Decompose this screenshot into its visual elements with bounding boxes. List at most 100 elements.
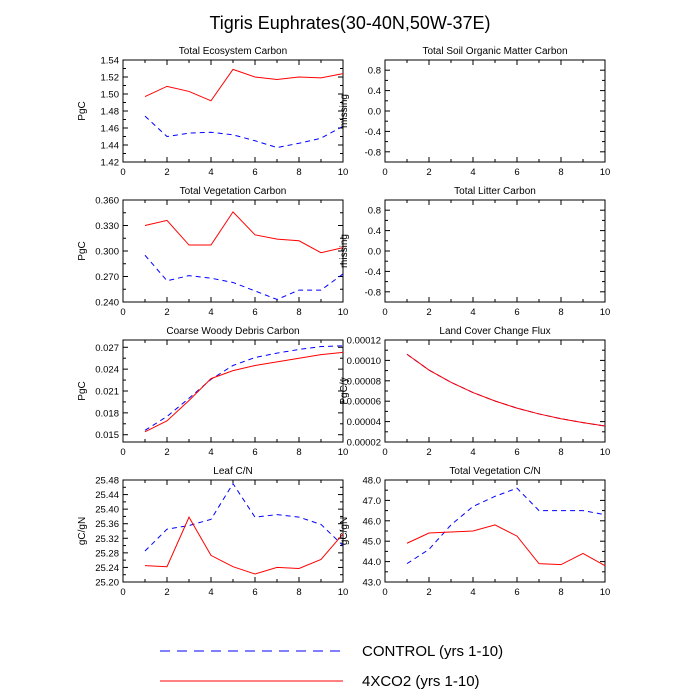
total-litter-carbon-xtick-label: 4 bbox=[470, 307, 475, 318]
total-litter-carbon-xtick-label: 10 bbox=[600, 307, 611, 318]
total-litter-carbon-xtick-label: 8 bbox=[558, 307, 563, 318]
total-ecosystem-carbon-xtick-label: 10 bbox=[338, 167, 349, 178]
leaf-c-n-series-4xco2-yrs-1-10 bbox=[144, 516, 344, 575]
coarse-woody-debris-carbon-ytick-label: 0.027 bbox=[95, 343, 119, 354]
leaf-c-n-xtick-label: 8 bbox=[296, 587, 301, 598]
total-vegetation-carbon-ytick-label: 0.360 bbox=[95, 196, 119, 207]
leaf-c-n-ytick-label: 25.28 bbox=[95, 548, 119, 559]
total-ecosystem-carbon-series-4xco2-yrs-1-10 bbox=[144, 68, 344, 102]
coarse-woody-debris-carbon-xtick-label: 0 bbox=[120, 447, 125, 458]
total-litter-carbon-xtick-label: 0 bbox=[382, 307, 387, 318]
total-vegetation-c-n-ytick-label: 46.0 bbox=[363, 516, 382, 527]
total-vegetation-c-n-series-control-yrs-1-10 bbox=[406, 487, 606, 565]
leaf-c-n-title: Leaf C/N bbox=[213, 466, 252, 477]
coarse-woody-debris-carbon-ytick-label: 0.015 bbox=[95, 430, 119, 441]
land-cover-change-flux-xtick-label: 2 bbox=[426, 447, 431, 458]
panel-leaf-c-n: Leaf C/N gC/gN 0 2 4 6 8 10 25.20 25.24 25.28 25.32… bbox=[77, 466, 348, 598]
leaf-c-n-ytick-label: 25.36 bbox=[95, 519, 119, 530]
total-vegetation-carbon-frame bbox=[122, 199, 344, 303]
total-vegetation-c-n-ytick-label: 48.0 bbox=[363, 476, 382, 487]
total-litter-carbon-xtick-label: 6 bbox=[514, 307, 519, 318]
total-litter-carbon-ytick-label: -0.8 bbox=[365, 287, 381, 298]
total-ecosystem-carbon-ytick-label: 1.48 bbox=[101, 107, 120, 118]
total-vegetation-c-n-ytick-label: 47.0 bbox=[363, 496, 382, 507]
total-soil-organic-matter-carbon-frame bbox=[384, 59, 606, 163]
total-vegetation-c-n-series-4xco2-yrs-1-10 bbox=[406, 524, 606, 567]
land-cover-change-flux-xtick-label: 0 bbox=[382, 447, 387, 458]
total-ecosystem-carbon-xtick-label: 4 bbox=[208, 167, 213, 178]
legend-control-label: CONTROL (yrs 1-10) bbox=[362, 643, 503, 660]
total-soil-organic-matter-carbon-ylabel: missing bbox=[339, 94, 350, 128]
land-cover-change-flux-ytick-label: 0.00004 bbox=[347, 417, 381, 428]
total-soil-organic-matter-carbon-title: Total Soil Organic Matter Carbon bbox=[422, 46, 567, 57]
land-cover-change-flux-xtick-label: 8 bbox=[558, 447, 563, 458]
coarse-woody-debris-carbon-xtick-label: 4 bbox=[208, 447, 213, 458]
total-vegetation-carbon-series-4xco2-yrs-1-10 bbox=[144, 211, 344, 254]
legend: CONTROL (yrs 1-10) 4XCO2 (yrs 1-10) bbox=[160, 643, 503, 690]
total-soil-organic-matter-carbon-ytick-label: -0.8 bbox=[365, 147, 381, 158]
total-vegetation-carbon-ytick-label: 0.240 bbox=[95, 298, 119, 309]
total-vegetation-carbon-ytick-label: 0.300 bbox=[95, 247, 119, 258]
land-cover-change-flux-title: Land Cover Change Flux bbox=[439, 326, 550, 337]
total-soil-organic-matter-carbon-xtick-label: 0 bbox=[382, 167, 387, 178]
total-soil-organic-matter-carbon-ytick-label: -0.4 bbox=[365, 127, 381, 138]
total-soil-organic-matter-carbon-ytick-label: 0.0 bbox=[368, 107, 381, 118]
coarse-woody-debris-carbon-ytick-label: 0.021 bbox=[95, 387, 119, 398]
panel-total-vegetation-c-n: Total Vegetation C/N gC/gN 0 2 4 6 8 10 43.0 44.0… bbox=[339, 466, 610, 598]
total-ecosystem-carbon-ytick-label: 1.46 bbox=[101, 124, 120, 135]
total-ecosystem-carbon-ylabel: PgC bbox=[77, 101, 88, 120]
total-ecosystem-carbon-xtick-label: 6 bbox=[252, 167, 257, 178]
land-cover-change-flux-series-4xco2-yrs-1-10 bbox=[406, 353, 606, 427]
leaf-c-n-xtick-label: 6 bbox=[252, 587, 257, 598]
total-vegetation-carbon-xtick-label: 10 bbox=[338, 307, 349, 318]
panel-total-vegetation-carbon: Total Vegetation Carbon PgC 0 2 4 6 8 10 0.240 0.… bbox=[77, 186, 348, 318]
coarse-woody-debris-carbon-xtick-label: 8 bbox=[296, 447, 301, 458]
legend-4xco2-label: 4XCO2 (yrs 1-10) bbox=[362, 673, 480, 690]
total-vegetation-c-n-xtick-label: 6 bbox=[514, 587, 519, 598]
land-cover-change-flux-series-control-yrs-1-10 bbox=[406, 353, 606, 427]
total-vegetation-c-n-ytick-label: 45.0 bbox=[363, 537, 382, 548]
land-cover-change-flux-xtick-label: 4 bbox=[470, 447, 475, 458]
total-soil-organic-matter-carbon-xtick-label: 2 bbox=[426, 167, 431, 178]
panel-total-soil-organic-matter-carbon: Total Soil Organic Matter Carbon missing 0… bbox=[339, 46, 610, 178]
leaf-c-n-ytick-label: 25.40 bbox=[95, 505, 119, 516]
land-cover-change-flux-ytick-label: 0.00006 bbox=[347, 397, 381, 408]
coarse-woody-debris-carbon-ylabel: PgC bbox=[77, 381, 88, 400]
coarse-woody-debris-carbon-ytick-label: 0.018 bbox=[95, 408, 119, 419]
panel-total-litter-carbon: Total Litter Carbon missing 0 2 4 6 8 10 -0.8 -0.… bbox=[339, 186, 610, 318]
total-soil-organic-matter-carbon-xtick-label: 8 bbox=[558, 167, 563, 178]
total-vegetation-c-n-ylabel: gC/gN bbox=[339, 517, 350, 545]
total-vegetation-carbon-xtick-label: 6 bbox=[252, 307, 257, 318]
total-soil-organic-matter-carbon-ytick-label: 0.4 bbox=[368, 86, 381, 97]
coarse-woody-debris-carbon-ytick-label: 0.024 bbox=[95, 365, 119, 376]
leaf-c-n-ytick-label: 25.48 bbox=[95, 476, 119, 487]
coarse-woody-debris-carbon-series-4xco2-yrs-1-10 bbox=[144, 351, 344, 433]
total-vegetation-carbon-ylabel: PgC bbox=[77, 241, 88, 260]
total-soil-organic-matter-carbon-xtick-label: 6 bbox=[514, 167, 519, 178]
total-litter-carbon-xtick-label: 2 bbox=[426, 307, 431, 318]
total-litter-carbon-ytick-label: 0.4 bbox=[368, 226, 381, 237]
land-cover-change-flux-xtick-label: 10 bbox=[600, 447, 611, 458]
leaf-c-n-ylabel: gC/gN bbox=[77, 517, 88, 545]
total-litter-carbon-frame bbox=[384, 199, 606, 303]
coarse-woody-debris-carbon-xtick-label: 10 bbox=[338, 447, 349, 458]
leaf-c-n-ytick-label: 25.32 bbox=[95, 534, 119, 545]
total-ecosystem-carbon-xtick-label: 0 bbox=[120, 167, 125, 178]
total-vegetation-carbon-xtick-label: 2 bbox=[164, 307, 169, 318]
total-ecosystem-carbon-ytick-label: 1.42 bbox=[101, 158, 120, 169]
total-ecosystem-carbon-xtick-label: 2 bbox=[164, 167, 169, 178]
total-litter-carbon-ytick-label: -0.4 bbox=[365, 267, 381, 278]
land-cover-change-flux-ytick-label: 0.00012 bbox=[347, 336, 381, 347]
total-vegetation-c-n-xtick-label: 8 bbox=[558, 587, 563, 598]
total-ecosystem-carbon-ytick-label: 1.52 bbox=[101, 73, 120, 84]
total-vegetation-carbon-ytick-label: 0.270 bbox=[95, 272, 119, 283]
land-cover-change-flux-ytick-label: 0.00008 bbox=[347, 376, 381, 387]
total-litter-carbon-ytick-label: 0.0 bbox=[368, 247, 381, 258]
total-soil-organic-matter-carbon-xtick-label: 10 bbox=[600, 167, 611, 178]
total-vegetation-carbon-ytick-label: 0.330 bbox=[95, 221, 119, 232]
total-vegetation-c-n-ytick-label: 43.0 bbox=[363, 578, 382, 589]
total-vegetation-carbon-series-control-yrs-1-10 bbox=[144, 254, 344, 300]
total-soil-organic-matter-carbon-xtick-label: 4 bbox=[470, 167, 475, 178]
leaf-c-n-series-control-yrs-1-10 bbox=[144, 482, 344, 552]
